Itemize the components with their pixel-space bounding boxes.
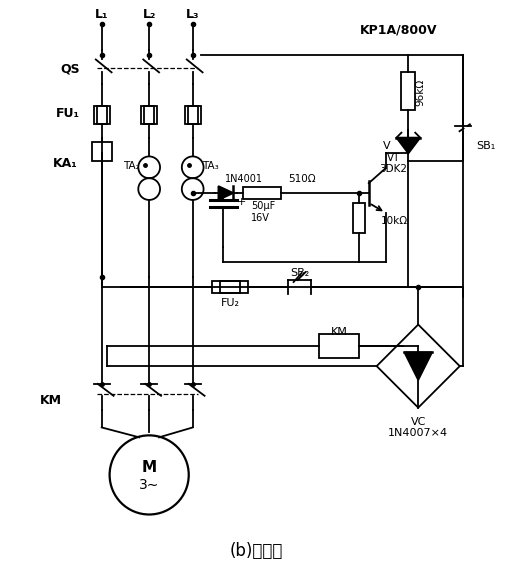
Text: KP1A/800V: KP1A/800V (360, 23, 437, 36)
Bar (185, 106, 201, 124)
Bar (401, 72, 415, 110)
Text: TA₃: TA₃ (202, 161, 219, 171)
Text: KA₁: KA₁ (53, 157, 78, 170)
Text: L₃: L₃ (186, 9, 200, 22)
Text: FU₂: FU₂ (221, 298, 240, 308)
Text: TA₂: TA₂ (123, 161, 140, 171)
Text: L₂: L₂ (142, 9, 156, 22)
Text: 3∼: 3∼ (139, 478, 159, 492)
Text: 1N4001: 1N4001 (225, 174, 263, 184)
Text: VC: VC (411, 416, 426, 427)
Bar (243, 187, 281, 199)
Text: KM: KM (40, 394, 62, 407)
Text: VT
3DK2: VT 3DK2 (379, 153, 408, 174)
Bar (212, 281, 248, 293)
Text: KM: KM (331, 327, 348, 336)
Bar (141, 106, 157, 124)
Bar (353, 203, 365, 233)
Bar (94, 106, 110, 124)
Text: FU₁: FU₁ (56, 108, 80, 120)
Bar (319, 335, 359, 358)
Text: SB₁: SB₁ (477, 141, 496, 150)
Polygon shape (404, 352, 432, 380)
Text: 50μF
16V: 50μF 16V (251, 201, 275, 223)
Text: L₁: L₁ (95, 9, 109, 22)
Bar (97, 106, 106, 124)
Polygon shape (219, 186, 233, 200)
Text: 510Ω: 510Ω (289, 174, 316, 184)
Polygon shape (396, 138, 420, 153)
Bar (188, 106, 198, 124)
Bar (144, 106, 154, 124)
Text: SB₂: SB₂ (290, 268, 309, 278)
Text: V: V (383, 141, 391, 150)
Text: (b)电路二: (b)电路二 (229, 542, 283, 560)
Text: +: + (237, 197, 246, 207)
Bar (220, 281, 240, 293)
Text: QS: QS (60, 63, 80, 76)
Bar (92, 142, 112, 161)
Text: 1N4007×4: 1N4007×4 (388, 428, 449, 438)
Text: 10kΩ: 10kΩ (380, 216, 408, 226)
Text: M: M (142, 459, 157, 475)
Text: 96kΩ: 96kΩ (415, 78, 425, 106)
